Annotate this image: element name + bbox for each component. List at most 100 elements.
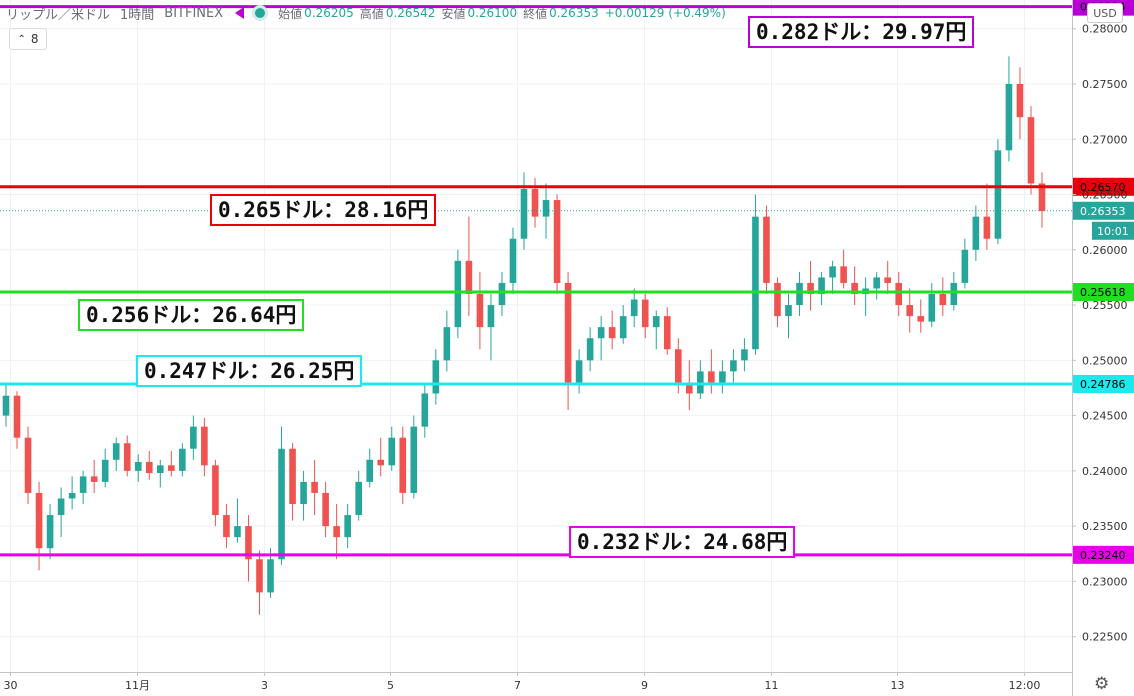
countdown-label: 10:01: [1097, 225, 1129, 238]
candle-body: [168, 465, 175, 471]
level-price-tag: [1073, 374, 1134, 393]
level-note[interactable]: 0.256ドル：26.64円: [78, 299, 305, 331]
y-tick-label: 0.23000: [1082, 575, 1128, 588]
candle-body: [454, 260, 462, 328]
candle-body: [234, 526, 241, 538]
candle-body: [829, 266, 836, 278]
y-tick-label: 0.26000: [1082, 244, 1128, 257]
gear-icon[interactable]: ⚙: [1094, 674, 1110, 694]
candle-body: [994, 150, 1002, 239]
x-tick-label: 7: [514, 679, 521, 692]
candlestick-series: [2, 56, 1046, 615]
candle-body: [531, 189, 539, 217]
candle-body: [575, 360, 583, 383]
level-price-label: 0.26570: [1080, 181, 1126, 194]
candle-body: [256, 559, 263, 593]
candle-body: [1038, 183, 1046, 212]
candle-body: [388, 437, 396, 466]
candle-body: [1027, 117, 1035, 184]
candle-body: [278, 448, 285, 560]
candle-body: [2, 395, 10, 416]
x-tick-label: 3: [261, 679, 268, 692]
time-axis[interactable]: 30 11月 3 5 7 9 11 13 12:00: [0, 672, 1072, 692]
y-tick-label: 0.23500: [1082, 520, 1128, 533]
candle-body: [355, 481, 362, 516]
change-value: +0.00129 (+0.49%): [604, 6, 726, 20]
eye-icon[interactable]: [252, 5, 269, 21]
candle-body: [13, 395, 21, 438]
candle-body: [1016, 84, 1024, 118]
x-tick-label: 11月: [125, 679, 150, 692]
candle-body: [399, 437, 407, 493]
x-tick-label: 13: [891, 679, 905, 692]
candle-body: [190, 426, 197, 449]
candle-body: [476, 294, 484, 328]
price-axis[interactable]: 0.22500 0.23000 0.23500 0.24000 0.24500 0.250…: [1072, 0, 1134, 696]
low-value: 0.26100: [467, 6, 518, 20]
candle-body: [686, 382, 693, 394]
candle-body: [498, 282, 506, 306]
candle-body: [917, 316, 925, 322]
candle-body: [410, 426, 418, 493]
indicator-count: 8: [30, 32, 39, 46]
candle-body: [906, 305, 914, 317]
candle-body: [443, 327, 451, 361]
candle-body: [465, 260, 473, 294]
candle-body: [267, 559, 274, 593]
close-label: 終値: [523, 6, 548, 21]
candle-body: [619, 316, 627, 339]
chart-header: リップル／米ドル 1時間 BITFINEX 始値 0.26205 高値 0.26…: [6, 3, 732, 23]
candle-body: [840, 266, 847, 283]
interval-label[interactable]: 1時間: [120, 7, 155, 23]
level-note[interactable]: 0.265ドル：28.16円: [210, 193, 437, 226]
candle-body: [939, 294, 947, 306]
high-value: 0.26542: [385, 6, 436, 20]
candle-body: [333, 526, 340, 538]
level-price-tag: [1073, 283, 1134, 302]
candle-body: [432, 360, 440, 394]
indicator-toggle-button[interactable]: ⌃ 8: [9, 28, 47, 50]
candle-body: [79, 476, 87, 493]
level-note[interactable]: 0.232ドル：24.68円: [569, 525, 796, 558]
y-tick-label: 0.27500: [1082, 78, 1128, 91]
x-tick-label: 11: [765, 679, 779, 692]
level-price-tag: [1073, 545, 1134, 564]
y-tick-label: 0.27000: [1082, 133, 1128, 146]
y-tick-label: 0.24000: [1082, 465, 1128, 478]
x-tick-label: 5: [387, 679, 394, 692]
candle-body: [112, 443, 120, 460]
candle-body: [68, 492, 76, 499]
y-tick-label: 0.25000: [1082, 354, 1128, 367]
candle-body: [366, 459, 374, 482]
level-price-label: 0.23240: [1080, 549, 1126, 562]
candle-body: [763, 216, 770, 283]
level-note[interactable]: 0.282ドル：29.97円: [748, 16, 975, 48]
candle-body: [873, 277, 880, 289]
candle-body: [652, 316, 660, 328]
candle-body: [553, 200, 561, 283]
candle-body: [145, 462, 153, 474]
candle-body: [895, 282, 903, 306]
candle-body: [741, 349, 748, 361]
candle-body: [983, 216, 991, 239]
candle-body: [719, 371, 726, 383]
flag-icon[interactable]: [235, 7, 245, 19]
level-note[interactable]: 0.247ドル：26.25円: [136, 354, 363, 387]
candle-body: [509, 238, 517, 283]
candle-body: [708, 371, 715, 383]
symbol-name[interactable]: リップル／米ドル: [6, 7, 111, 23]
currency-button[interactable]: USD: [1087, 3, 1123, 23]
high-label: 高値: [359, 6, 384, 21]
close-value: 0.26353: [549, 6, 599, 20]
candle-body: [311, 481, 318, 493]
candle-body: [884, 277, 892, 283]
low-label: 安値: [441, 6, 466, 21]
level-price-tag: [1073, 177, 1134, 196]
candle-body: [807, 282, 814, 294]
candle-body: [796, 282, 803, 306]
candle-body: [212, 465, 219, 516]
exchange-label: BITFINEX: [164, 5, 224, 21]
candle-body: [752, 216, 759, 350]
candle-body: [663, 316, 671, 350]
